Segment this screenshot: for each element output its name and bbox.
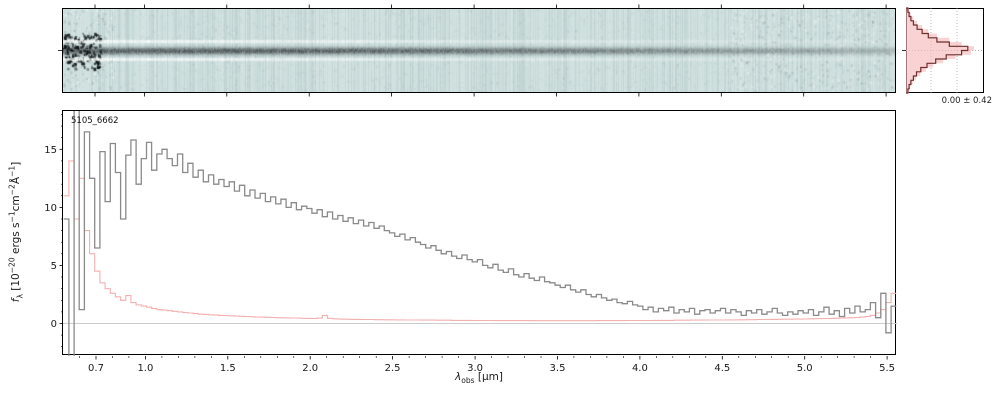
x-tick-label: 5.5	[879, 363, 895, 374]
y-tick-label: 10	[44, 203, 57, 214]
axis-ticks	[59, 114, 888, 360]
spectrum-2d-image	[63, 9, 895, 92]
spectrum-2d-panel	[58, 4, 896, 97]
x-axis-label: λobs [μm]	[454, 371, 503, 386]
histogram-stats-label: 0.00 ± 0.42	[941, 96, 992, 106]
hist-fill	[906, 8, 974, 93]
x-tick-label: 4.0	[632, 363, 648, 374]
y-tick-label: 15	[44, 145, 57, 156]
x-tick-label: 2.0	[302, 363, 318, 374]
flux-line	[63, 111, 897, 356]
x-tick-label: 3.5	[550, 363, 566, 374]
hist-gridlines	[906, 8, 984, 93]
spectrum-1d-plot: 0.7 1.0 1.5 2.0 2.5 3.0 3.5 4.0 4.5 5.0 5.5 0 5 10 15	[44, 111, 897, 374]
y-axis-label: fλ [10−20 ergs s−1cm−2Å−1]	[7, 161, 25, 303]
uncertainty-line	[63, 160, 897, 322]
y-tick-label: 0	[51, 319, 57, 330]
x-tick-label: 2.5	[385, 363, 401, 374]
y-tick-label: 5	[51, 261, 57, 272]
x-tick-label: 1.0	[137, 363, 153, 374]
object-id-label: 5105_6662	[71, 116, 119, 126]
spectrum-1d-panel: 0.7 1.0 1.5 2.0 2.5 3.0 3.5 4.0 4.5 5.0 5.5 0 5 10 15	[44, 110, 897, 374]
pixel-histogram	[902, 7, 984, 94]
x-tick-label: 1.5	[220, 363, 236, 374]
hist-outline	[906, 7, 969, 94]
x-tick-label: 5.0	[797, 363, 813, 374]
pixel-histogram-panel	[902, 7, 984, 94]
x-tick-label: 3.0	[467, 363, 483, 374]
x-tick-label: 4.5	[714, 363, 730, 374]
x-tick-label: 0.7	[88, 363, 104, 374]
